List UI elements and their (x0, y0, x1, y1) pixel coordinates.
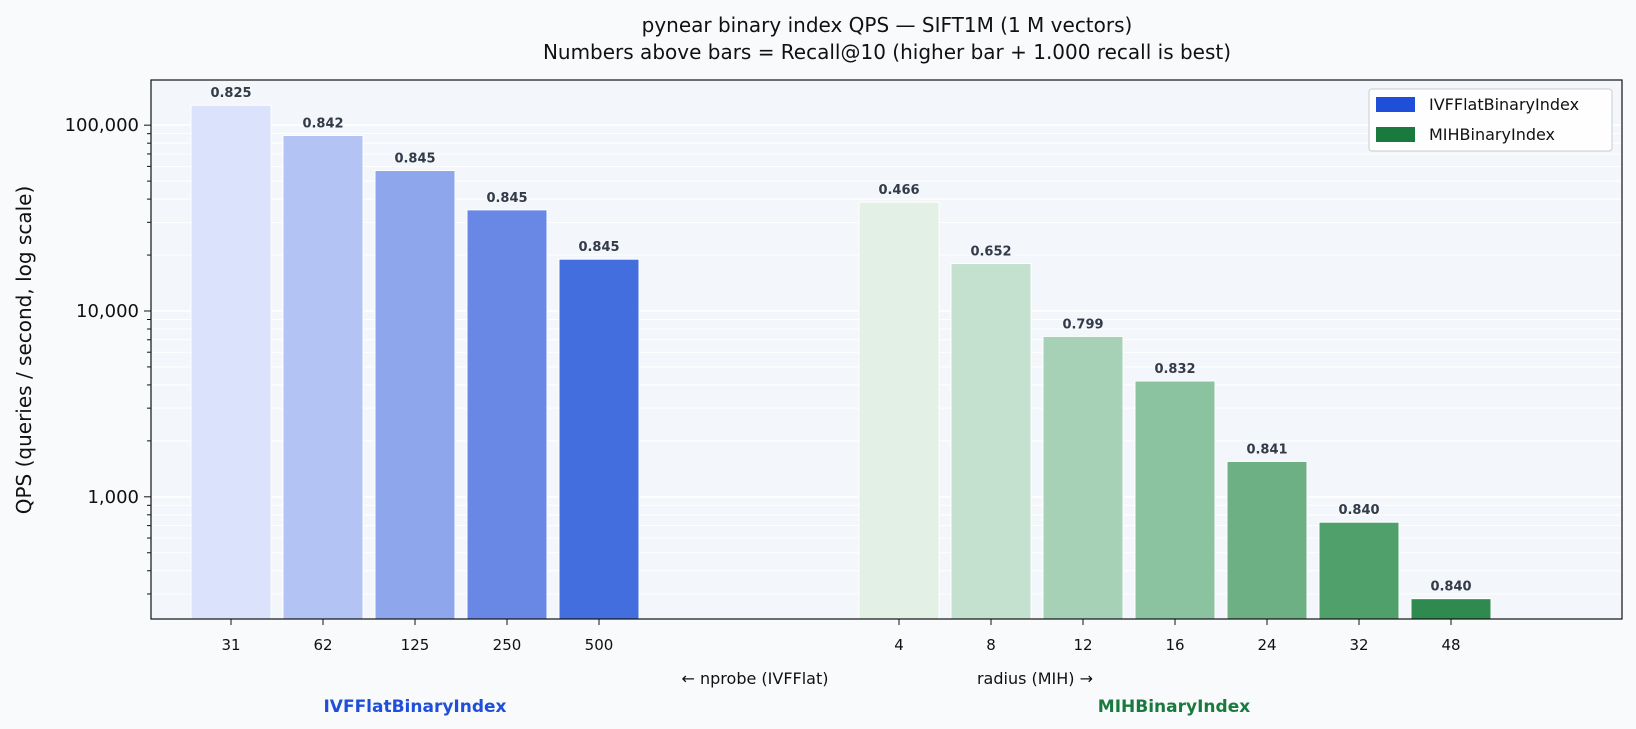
bar (1226, 460, 1308, 620)
legend: IVFFlatBinaryIndex MIHBinaryIndex (1368, 88, 1613, 152)
recall-label: 0.832 (1154, 362, 1195, 377)
recall-label: 0.652 (970, 245, 1011, 260)
x-tick-label: 12 (1073, 636, 1092, 654)
x-tick-label: 250 (493, 636, 522, 654)
legend-box (1368, 88, 1613, 152)
recall-label: 0.845 (578, 240, 619, 255)
x-tick-label: 8 (986, 636, 996, 654)
x-tick-label: 4 (894, 636, 904, 654)
x-tick-label: 31 (221, 636, 240, 654)
bar (558, 258, 640, 620)
y-axis-ticks: 1,000 10,000 100,000 (65, 115, 151, 595)
x-tick-label: 48 (1441, 636, 1460, 654)
recall-label: 0.845 (394, 152, 435, 167)
legend-swatch-mih (1376, 127, 1415, 142)
x-axis-label-nprobe: ← nprobe (IVFFlat) (682, 669, 829, 688)
bar (1042, 335, 1124, 620)
group-caption-ivfflat: IVFFlatBinaryIndex (323, 697, 506, 717)
bar (374, 170, 456, 620)
recall-label: 0.840 (1430, 580, 1471, 595)
x-tick-label: 62 (313, 636, 332, 654)
x-tick-label: 500 (585, 636, 614, 654)
legend-swatch-ivfflat (1376, 97, 1415, 112)
bar (1134, 380, 1216, 620)
legend-label-ivfflat: IVFFlatBinaryIndex (1429, 95, 1579, 114)
chart-title: pynear binary index QPS — SIFT1M (1 M ve… (642, 13, 1133, 37)
y-tick-label: 100,000 (65, 115, 139, 136)
recall-label: 0.825 (210, 86, 251, 101)
y-axis-label: QPS (queries / second, log scale) (12, 186, 36, 515)
x-tick-label: 16 (1165, 636, 1184, 654)
recall-label: 0.466 (878, 183, 919, 198)
recall-label: 0.799 (1062, 317, 1103, 332)
group-caption-mih: MIHBinaryIndex (1098, 697, 1250, 717)
recall-label: 0.840 (1338, 503, 1379, 518)
recall-label: 0.841 (1246, 442, 1287, 457)
x-axis-label-radius: radius (MIH) → (977, 669, 1093, 688)
bar (1410, 598, 1492, 620)
x-tick-label: 125 (401, 636, 430, 654)
chart-subtitle: Numbers above bars = Recall@10 (higher b… (543, 40, 1231, 64)
y-tick-label: 10,000 (76, 301, 139, 322)
recall-label: 0.842 (302, 116, 343, 131)
x-tick-label: 32 (1349, 636, 1368, 654)
bar (190, 104, 272, 620)
bar (282, 134, 364, 620)
y-tick-label: 1,000 (87, 487, 139, 508)
bar (1318, 521, 1400, 620)
bar (858, 201, 940, 620)
plot-frame (150, 79, 1623, 620)
x-tick-label: 24 (1257, 636, 1276, 654)
bar (950, 263, 1032, 620)
bars: 0.825 31 0.842 62 0.845 125 0.845 250 0.845 500 0.… (190, 86, 1492, 654)
legend-label-mih: MIHBinaryIndex (1429, 125, 1555, 144)
recall-label: 0.845 (486, 191, 527, 206)
bar (466, 209, 548, 620)
